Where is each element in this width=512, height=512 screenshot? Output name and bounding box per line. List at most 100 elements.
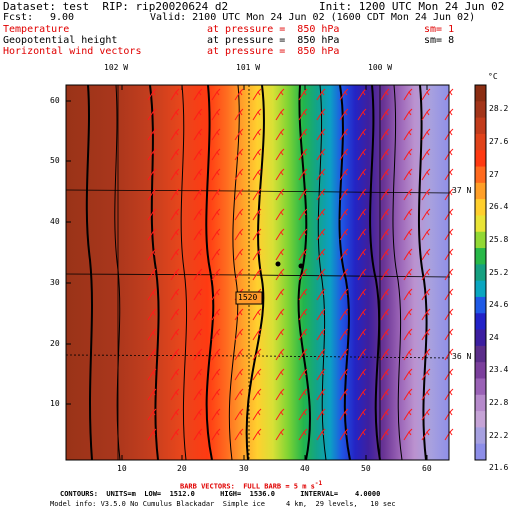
- wind-barb: [275, 248, 285, 261]
- wind-barb: [234, 228, 244, 241]
- wind-barb: [380, 228, 390, 241]
- wind-barb: [298, 268, 308, 281]
- x-tick: 20: [177, 464, 187, 473]
- wind-barb: [357, 188, 367, 201]
- wind-barb: [339, 408, 349, 421]
- wind-barb: [316, 388, 326, 401]
- wind-barb: [170, 128, 180, 141]
- wind-barb: [421, 348, 431, 361]
- wind-barb: [252, 308, 262, 321]
- y-tick: 50: [50, 156, 60, 165]
- colorbar-swatch: [475, 427, 486, 445]
- wind-barb: [339, 88, 349, 101]
- wind-barb: [211, 408, 221, 421]
- colorbar-label: 24: [489, 332, 499, 342]
- field-temperature-name: Temperature: [3, 24, 70, 35]
- wind-barb: [421, 388, 431, 401]
- wind-barb: [357, 408, 367, 421]
- wind-barb: [147, 228, 157, 241]
- wind-barb: [403, 248, 413, 261]
- wind-barb: [147, 208, 157, 221]
- wind-barb: [403, 288, 413, 301]
- wind-barb: [316, 408, 326, 421]
- wind-barb: [211, 428, 221, 441]
- colorbar-label: 27.6: [489, 137, 509, 147]
- wind-barb: [403, 208, 413, 221]
- wind-barb: [275, 428, 285, 441]
- colorbar-swatch: [475, 378, 486, 396]
- wind-barb: [421, 208, 431, 221]
- wind-barb: [170, 328, 180, 341]
- wind-barb: [275, 328, 285, 341]
- wind-barb: [147, 108, 157, 121]
- wind-barb: [298, 108, 308, 121]
- wind-barb: [421, 228, 431, 241]
- wind-barb: [252, 208, 262, 221]
- wind-barb: [316, 168, 326, 181]
- wind-barb: [380, 208, 390, 221]
- colorbar-swatch: [475, 313, 486, 331]
- colorbar-label: 25.2: [489, 267, 509, 277]
- wind-barb: [252, 148, 262, 161]
- colorbar-swatch: [475, 345, 486, 363]
- wind-barb: [193, 308, 203, 321]
- x-tick: 10: [117, 464, 127, 473]
- wind-barb: [275, 368, 285, 381]
- colorbar-label: 21.6: [489, 463, 509, 473]
- wind-barb: [170, 308, 180, 321]
- wind-barb: [211, 308, 221, 321]
- wind-barb: [421, 148, 431, 161]
- wind-barb: [444, 228, 454, 241]
- colorbar-swatch: [475, 85, 486, 102]
- wind-barb: [357, 128, 367, 141]
- wind-barb: [339, 188, 349, 201]
- wind-barb: [193, 168, 203, 181]
- colorbar-swatch: [475, 199, 486, 216]
- wind-barb: [403, 428, 413, 441]
- wind-barb: [234, 368, 244, 381]
- wind-barb: [193, 148, 203, 161]
- wind-barb: [316, 308, 326, 321]
- wind-barb: [380, 348, 390, 361]
- wind-barb: [298, 248, 308, 261]
- wind-barb: [211, 208, 221, 221]
- wind-barb: [298, 148, 308, 161]
- wind-barb: [275, 148, 285, 161]
- wind-barb: [444, 328, 454, 341]
- wind-barb: [403, 228, 413, 241]
- wind-barb: [316, 428, 326, 441]
- wind-barb: [380, 188, 390, 201]
- plot-frame: [65, 84, 450, 461]
- wind-barb: [403, 88, 413, 101]
- wind-barb: [444, 308, 454, 321]
- wind-barb: [316, 188, 326, 201]
- latitude-label-37n: 37 N: [452, 186, 472, 195]
- wind-barb: [252, 128, 262, 141]
- wind-barb: [316, 368, 326, 381]
- wind-barb: [147, 268, 157, 281]
- wind-barb: [316, 348, 326, 361]
- wind-barb: [211, 268, 221, 281]
- wind-barb: [298, 388, 308, 401]
- colorbar-swatch: [475, 296, 486, 314]
- wind-barb: [298, 348, 308, 361]
- forecast-hour: 9.00: [50, 12, 75, 23]
- wind-barb: [193, 208, 203, 221]
- wind-barb: [234, 388, 244, 401]
- colorbar-label: 22.8: [489, 397, 509, 407]
- wind-barb: [275, 308, 285, 321]
- wind-barb: [193, 288, 203, 301]
- wind-barb: [298, 188, 308, 201]
- wind-barb: [193, 228, 203, 241]
- wind-barb: [170, 388, 180, 401]
- wind-barb: [380, 388, 390, 401]
- wind-barb: [275, 408, 285, 421]
- wind-barb: [275, 388, 285, 401]
- wind-barb: [275, 348, 285, 361]
- wind-barb: [298, 128, 308, 141]
- wind-barb: [444, 188, 454, 201]
- wind-barb: [403, 148, 413, 161]
- wind-barb: [211, 188, 221, 201]
- wind-barb: [298, 228, 308, 241]
